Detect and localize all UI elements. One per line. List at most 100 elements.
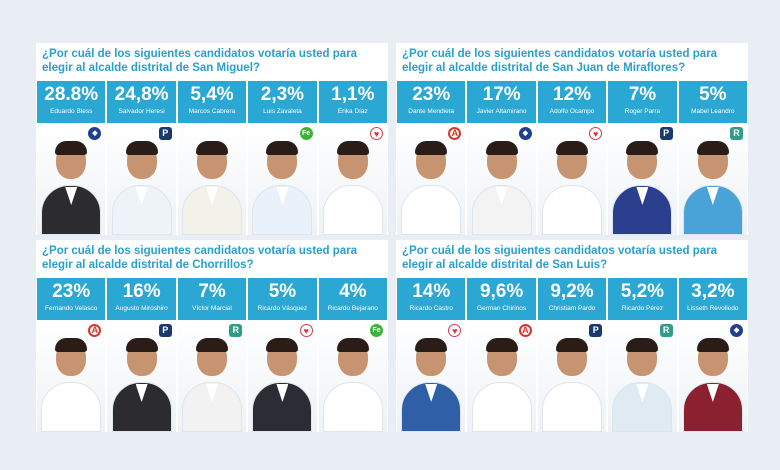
candidate-name: Javier Altamirano xyxy=(476,108,527,115)
party-logo-icon: ♥ xyxy=(589,127,603,140)
question-text: ¿Por cuál de los siguientes candidatos v… xyxy=(42,48,358,74)
candidate-card: 5% Mabel Leandro R xyxy=(678,81,748,235)
candidate-portrait xyxy=(41,141,102,235)
candidate-name: Mabel Leandro xyxy=(691,108,735,115)
candidate-card: 5% Ricardo Vásquez ♥ xyxy=(248,278,317,432)
question-text: ¿Por cuál de los siguientes candidatos v… xyxy=(402,245,718,271)
candidate-result-band: 23% Dante Mendieta xyxy=(397,81,466,123)
party-logo-icon: Fe xyxy=(299,127,313,140)
vote-percentage: 2,3% xyxy=(260,84,305,105)
candidate-photo: P xyxy=(107,320,176,432)
vote-percentage: 16% xyxy=(122,281,161,302)
candidate-card: 7% Víctor Marcial R xyxy=(177,278,247,432)
candidate-card: 5,4% Marcos Cabrera xyxy=(177,81,247,235)
candidate-card: 7% Roger Parra P xyxy=(608,81,677,235)
vote-percentage: 5% xyxy=(699,84,727,105)
candidate-photo: P xyxy=(537,320,607,432)
candidate-name: Lisseth Revolledo xyxy=(687,305,739,312)
candidate-portrait xyxy=(252,338,313,432)
candidate-result-band: 28.8% Eduardo Bless xyxy=(37,81,106,123)
candidate-photo: Fe xyxy=(248,123,317,235)
candidate-card: 16% Augusto Miroshiro P xyxy=(107,278,176,432)
vote-percentage: 7% xyxy=(198,281,226,302)
candidate-result-band: 16% Augusto Miroshiro xyxy=(107,278,176,320)
party-logo-icon: P xyxy=(158,127,172,140)
party-logo-icon: P xyxy=(158,324,172,337)
candidates-row: 23% Fernando Velasco A 16% Augusto Miroshiro… xyxy=(36,278,388,432)
vote-percentage: 24,8% xyxy=(114,84,169,105)
party-logo-icon: ♥ xyxy=(299,324,313,337)
candidate-name: Salvador Heresi xyxy=(118,108,165,115)
vote-percentage: 5% xyxy=(268,281,297,302)
candidate-result-band: 5,4% Marcos Cabrera xyxy=(177,81,247,123)
vote-percentage: 23% xyxy=(412,84,451,105)
candidate-name: Augusto Miroshiro xyxy=(115,305,168,312)
candidate-name: Marcos Cabrera xyxy=(188,108,236,115)
vote-percentage: 17% xyxy=(482,84,521,105)
candidate-result-band: 3,2% Lisseth Revolledo xyxy=(678,278,748,320)
vote-percentage: 4% xyxy=(339,281,367,302)
candidate-name: Ricardo Castro xyxy=(409,305,453,312)
party-logo-icon: R xyxy=(730,127,744,140)
vote-percentage: 23% xyxy=(52,281,91,302)
vote-percentage: 1,1% xyxy=(331,84,375,105)
party-logo-icon: R xyxy=(659,324,673,337)
party-logo-icon: Fe xyxy=(370,324,384,337)
candidate-photo: A xyxy=(467,320,536,432)
candidate-name: Ricardo Pérez xyxy=(621,305,664,312)
vote-percentage: 5,4% xyxy=(190,84,234,105)
candidate-portrait xyxy=(322,141,383,235)
candidate-result-band: 9,2% Christiam Pardo xyxy=(537,278,607,320)
candidate-card: 12% Adolfo Ocampo ♥ xyxy=(537,81,607,235)
party-logo-icon: A xyxy=(88,324,102,337)
candidate-portrait xyxy=(542,141,603,235)
candidate-photo: A xyxy=(397,123,466,235)
candidate-portrait xyxy=(682,141,743,235)
candidate-result-band: 17% Javier Altamirano xyxy=(467,81,536,123)
candidate-portrait xyxy=(111,338,172,432)
candidate-photo: R xyxy=(608,320,677,432)
candidate-portrait xyxy=(542,338,603,432)
candidate-photo xyxy=(177,123,247,235)
vote-percentage: 12% xyxy=(553,84,592,105)
candidate-photo: R xyxy=(177,320,247,432)
candidate-card: 24,8% Salvador Heresi P xyxy=(107,81,176,235)
party-logo-icon: ◆ xyxy=(518,127,532,140)
poll-panel-san-luis: ¿Por cuál de los siguientes candidatos v… xyxy=(396,240,748,432)
candidate-portrait xyxy=(401,141,462,235)
candidate-portrait xyxy=(471,141,532,235)
vote-percentage: 3,2% xyxy=(691,281,735,302)
question-text: ¿Por cuál de los siguientes candidatos v… xyxy=(42,245,358,271)
candidate-photo: A xyxy=(37,320,106,432)
candidate-name: Víctor Marcial xyxy=(192,305,232,312)
poll-panel-san-juan-de-miraflores: ¿Por cuál de los siguientes candidatos v… xyxy=(396,43,748,235)
candidate-portrait xyxy=(111,141,172,235)
candidate-name: Adolfo Ocampo xyxy=(549,108,595,115)
candidate-portrait xyxy=(682,338,743,432)
candidate-result-band: 5% Mabel Leandro xyxy=(678,81,748,123)
candidate-result-band: 14% Ricardo Castro xyxy=(397,278,466,320)
candidate-name: Erika Díaz xyxy=(337,108,368,115)
candidate-name: Christiam Pardo xyxy=(548,305,596,312)
candidate-card: 3,2% Lisseth Revolledo ◆ xyxy=(678,278,748,432)
candidate-photo: ◆ xyxy=(467,123,536,235)
candidate-card: 9,2% Christiam Pardo P xyxy=(537,278,607,432)
candidate-result-band: 4% Ricardo Bejarano xyxy=(318,278,388,320)
candidate-result-band: 5% Ricardo Vásquez xyxy=(248,278,317,320)
poll-panel-chorrillos: ¿Por cuál de los siguientes candidatos v… xyxy=(36,240,388,432)
candidate-result-band: 1,1% Erika Díaz xyxy=(318,81,388,123)
candidate-card: 2,3% Luis Zavaleta Fe xyxy=(248,81,317,235)
candidates-row: 14% Ricardo Castro ♥ 9,6% German Chirinos A 9,… xyxy=(396,278,748,432)
party-logo-icon: ◆ xyxy=(730,324,744,337)
candidate-portrait xyxy=(322,338,383,432)
candidate-portrait xyxy=(612,338,673,432)
candidate-name: Ricardo Vásquez xyxy=(257,305,308,312)
party-logo-icon: R xyxy=(229,324,243,337)
candidate-result-band: 12% Adolfo Ocampo xyxy=(537,81,607,123)
candidate-name: German Chirinos xyxy=(477,305,527,312)
vote-percentage: 9,6% xyxy=(479,281,524,302)
vote-percentage: 9,2% xyxy=(550,281,594,302)
candidate-result-band: 24,8% Salvador Heresi xyxy=(107,81,176,123)
candidate-photo: P xyxy=(107,123,176,235)
party-logo-icon: A xyxy=(518,324,532,337)
